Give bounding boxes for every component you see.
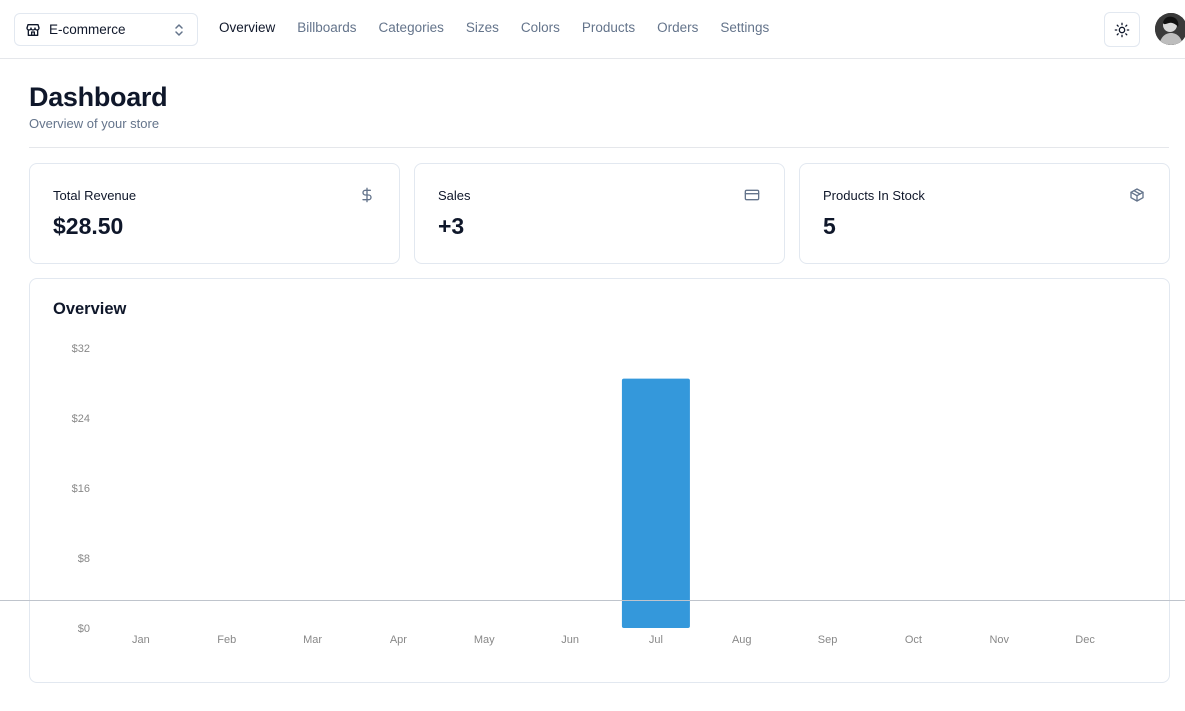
x-tick-label: Oct bbox=[905, 634, 922, 646]
chart-title: Overview bbox=[53, 300, 127, 318]
avatar-image bbox=[1155, 13, 1185, 45]
x-tick-label: Nov bbox=[989, 634, 1009, 646]
nav-overview[interactable]: Overview bbox=[219, 20, 276, 35]
nav-products[interactable]: Products bbox=[581, 20, 636, 35]
nav-sizes[interactable]: Sizes bbox=[465, 20, 499, 35]
page-subtitle: Overview of your store bbox=[29, 116, 160, 131]
x-tick-label: Jun bbox=[561, 634, 579, 646]
y-tick-label: $24 bbox=[72, 413, 90, 425]
main-nav: Overview Billboards Categories Sizes Col… bbox=[219, 20, 791, 35]
package-icon bbox=[1130, 188, 1144, 202]
stat-value: 5 bbox=[823, 213, 836, 239]
nav-orders[interactable]: Orders bbox=[657, 20, 699, 35]
y-tick-label: $0 bbox=[78, 623, 90, 635]
stat-value: $28.50 bbox=[53, 213, 124, 239]
horizontal-guide-line bbox=[0, 600, 1185, 601]
stat-card-total-revenue: Total Revenue $28.50 bbox=[29, 163, 400, 264]
store-name: E-commerce bbox=[49, 22, 126, 37]
x-tick-label: Apr bbox=[390, 634, 407, 646]
x-tick-label: Jan bbox=[132, 634, 150, 646]
y-tick-label: $8 bbox=[78, 553, 90, 565]
theme-toggle-button[interactable] bbox=[1104, 12, 1140, 47]
x-tick-label: Sep bbox=[818, 634, 838, 646]
stat-label: Total Revenue bbox=[53, 188, 137, 203]
x-tick-label: Aug bbox=[732, 634, 752, 646]
stat-label: Products In Stock bbox=[823, 188, 925, 203]
store-icon bbox=[26, 23, 40, 36]
stat-value: +3 bbox=[438, 213, 465, 239]
dollar-icon bbox=[362, 187, 372, 203]
user-avatar[interactable] bbox=[1155, 13, 1185, 45]
bar-jul[interactable] bbox=[621, 378, 690, 628]
x-tick-label: Feb bbox=[217, 634, 236, 646]
x-tick-label: Jul bbox=[649, 634, 663, 646]
overview-chart-card: Overview $0 $8 $16 $24 $32 Jan Feb Mar Apr May Jun… bbox=[29, 278, 1170, 683]
stat-label: Sales bbox=[438, 188, 471, 203]
x-tick-label: Mar bbox=[303, 634, 322, 646]
chevrons-up-down-icon bbox=[175, 24, 183, 36]
page-title: Dashboard bbox=[29, 82, 168, 112]
nav-categories[interactable]: Categories bbox=[378, 20, 444, 35]
x-tick-label: Dec bbox=[1075, 634, 1095, 646]
nav-billboards[interactable]: Billboards bbox=[297, 20, 357, 35]
credit-card-icon bbox=[744, 189, 760, 201]
top-navbar: E-commerce Overview Billboards Categorie… bbox=[0, 0, 1185, 59]
sun-icon bbox=[1114, 22, 1130, 37]
nav-settings[interactable]: Settings bbox=[720, 20, 770, 35]
y-tick-label: $16 bbox=[72, 483, 90, 495]
divider bbox=[29, 147, 1169, 148]
store-switcher[interactable]: E-commerce bbox=[14, 13, 198, 46]
stat-card-sales: Sales +3 bbox=[414, 163, 785, 264]
stat-card-products-in-stock: Products In Stock 5 bbox=[799, 163, 1170, 264]
x-tick-label: May bbox=[474, 634, 495, 646]
y-tick-label: $32 bbox=[72, 343, 90, 355]
overview-bar-chart: $0 $8 $16 $24 $32 Jan Feb Mar Apr May Jun Jul Aug Sep… bbox=[72, 343, 1096, 646]
nav-colors[interactable]: Colors bbox=[520, 20, 560, 35]
